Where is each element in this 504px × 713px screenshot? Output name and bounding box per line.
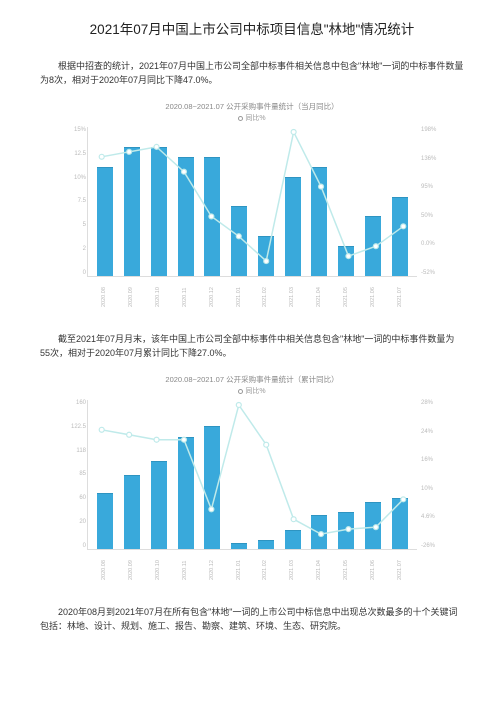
chart-bar [97,493,113,549]
x-axis-label: 2021.06 [370,279,376,307]
x-axis-label: 2021.03 [289,279,295,307]
chart-bar [285,530,301,549]
chart-bar [365,502,381,549]
chart-bar [231,206,247,276]
paragraph-1: 根据中招查的统计，2021年07月中国上市公司全部中标事件相关信息中包含"林地"… [40,60,464,87]
x-axis-label: 2021.03 [289,552,295,580]
chart-1-title: 2020.08~2021.07 公开采购事件量统计（当月同比） [67,101,437,112]
x-axis-label: 2020.12 [209,552,215,580]
x-axis-label: 2020.08 [101,279,107,307]
chart-bar [97,167,113,276]
chart-bar [311,167,327,276]
x-axis-label: 2021.02 [262,279,268,307]
x-axis-label: 2020.10 [155,552,161,580]
x-axis-label: 2020.09 [128,552,134,580]
chart-1-legend: 同比% [67,113,437,123]
chart-bar [392,498,408,549]
x-axis-label: 2020.11 [182,552,188,580]
chart-2-legend: 同比% [67,386,437,396]
chart-bar [151,461,167,549]
chart-bar [231,543,247,549]
x-axis-label: 2021.04 [316,279,322,307]
chart-2-title: 2020.08~2021.07 公开采购事件量统计（累计同比） [67,374,437,385]
chart-bar [338,512,354,549]
chart-1: 15%12.510%7.5520 198%136%95%50%0.0%-52% [87,127,417,277]
x-axis-label: 2020.11 [182,279,188,307]
chart-bar [285,177,301,276]
chart-2-container: 2020.08~2021.07 公开采购事件量统计（累计同比） 同比% 1601… [67,374,437,580]
chart-1-container: 2020.08~2021.07 公开采购事件量统计（当月同比） 同比% 15%1… [67,101,437,307]
paragraph-3: 2020年08月到2021年07月在所有包含"林地"一词的上市公司中标信息中出现… [40,606,464,633]
paragraph-2: 截至2021年07月月末，该年中国上市公司全部中标事件中相关信息包含"林地"一词… [40,333,464,360]
chart-bar [124,475,140,550]
chart-bar [178,437,194,549]
chart-bar [204,157,220,276]
x-axis-label: 2021.07 [397,552,403,580]
chart-bar [258,236,274,276]
chart-bar [178,157,194,276]
x-axis-label: 2021.01 [236,279,242,307]
x-axis-label: 2021.05 [343,552,349,580]
chart-bar [124,147,140,276]
chart-bar [338,246,354,276]
x-axis-label: 2020.09 [128,279,134,307]
chart-bar [204,426,220,549]
x-axis-label: 2021.02 [262,552,268,580]
chart-bar [365,216,381,276]
x-axis-label: 2021.01 [236,552,242,580]
x-axis-label: 2020.08 [101,552,107,580]
chart-bar [151,147,167,276]
x-axis-label: 2021.05 [343,279,349,307]
x-axis-label: 2021.04 [316,552,322,580]
chart-2: 160122.51188560200 28%24%16%10%4.6%-26% [87,400,417,550]
x-axis-label: 2020.10 [155,279,161,307]
x-axis-label: 2020.12 [209,279,215,307]
chart-bar [258,540,274,549]
x-axis-label: 2021.06 [370,552,376,580]
x-axis-label: 2021.07 [397,279,403,307]
page-title: 2021年07月中国上市公司中标项目信息"林地"情况统计 [40,18,464,38]
chart-bar [311,515,327,549]
chart-bar [392,197,408,276]
